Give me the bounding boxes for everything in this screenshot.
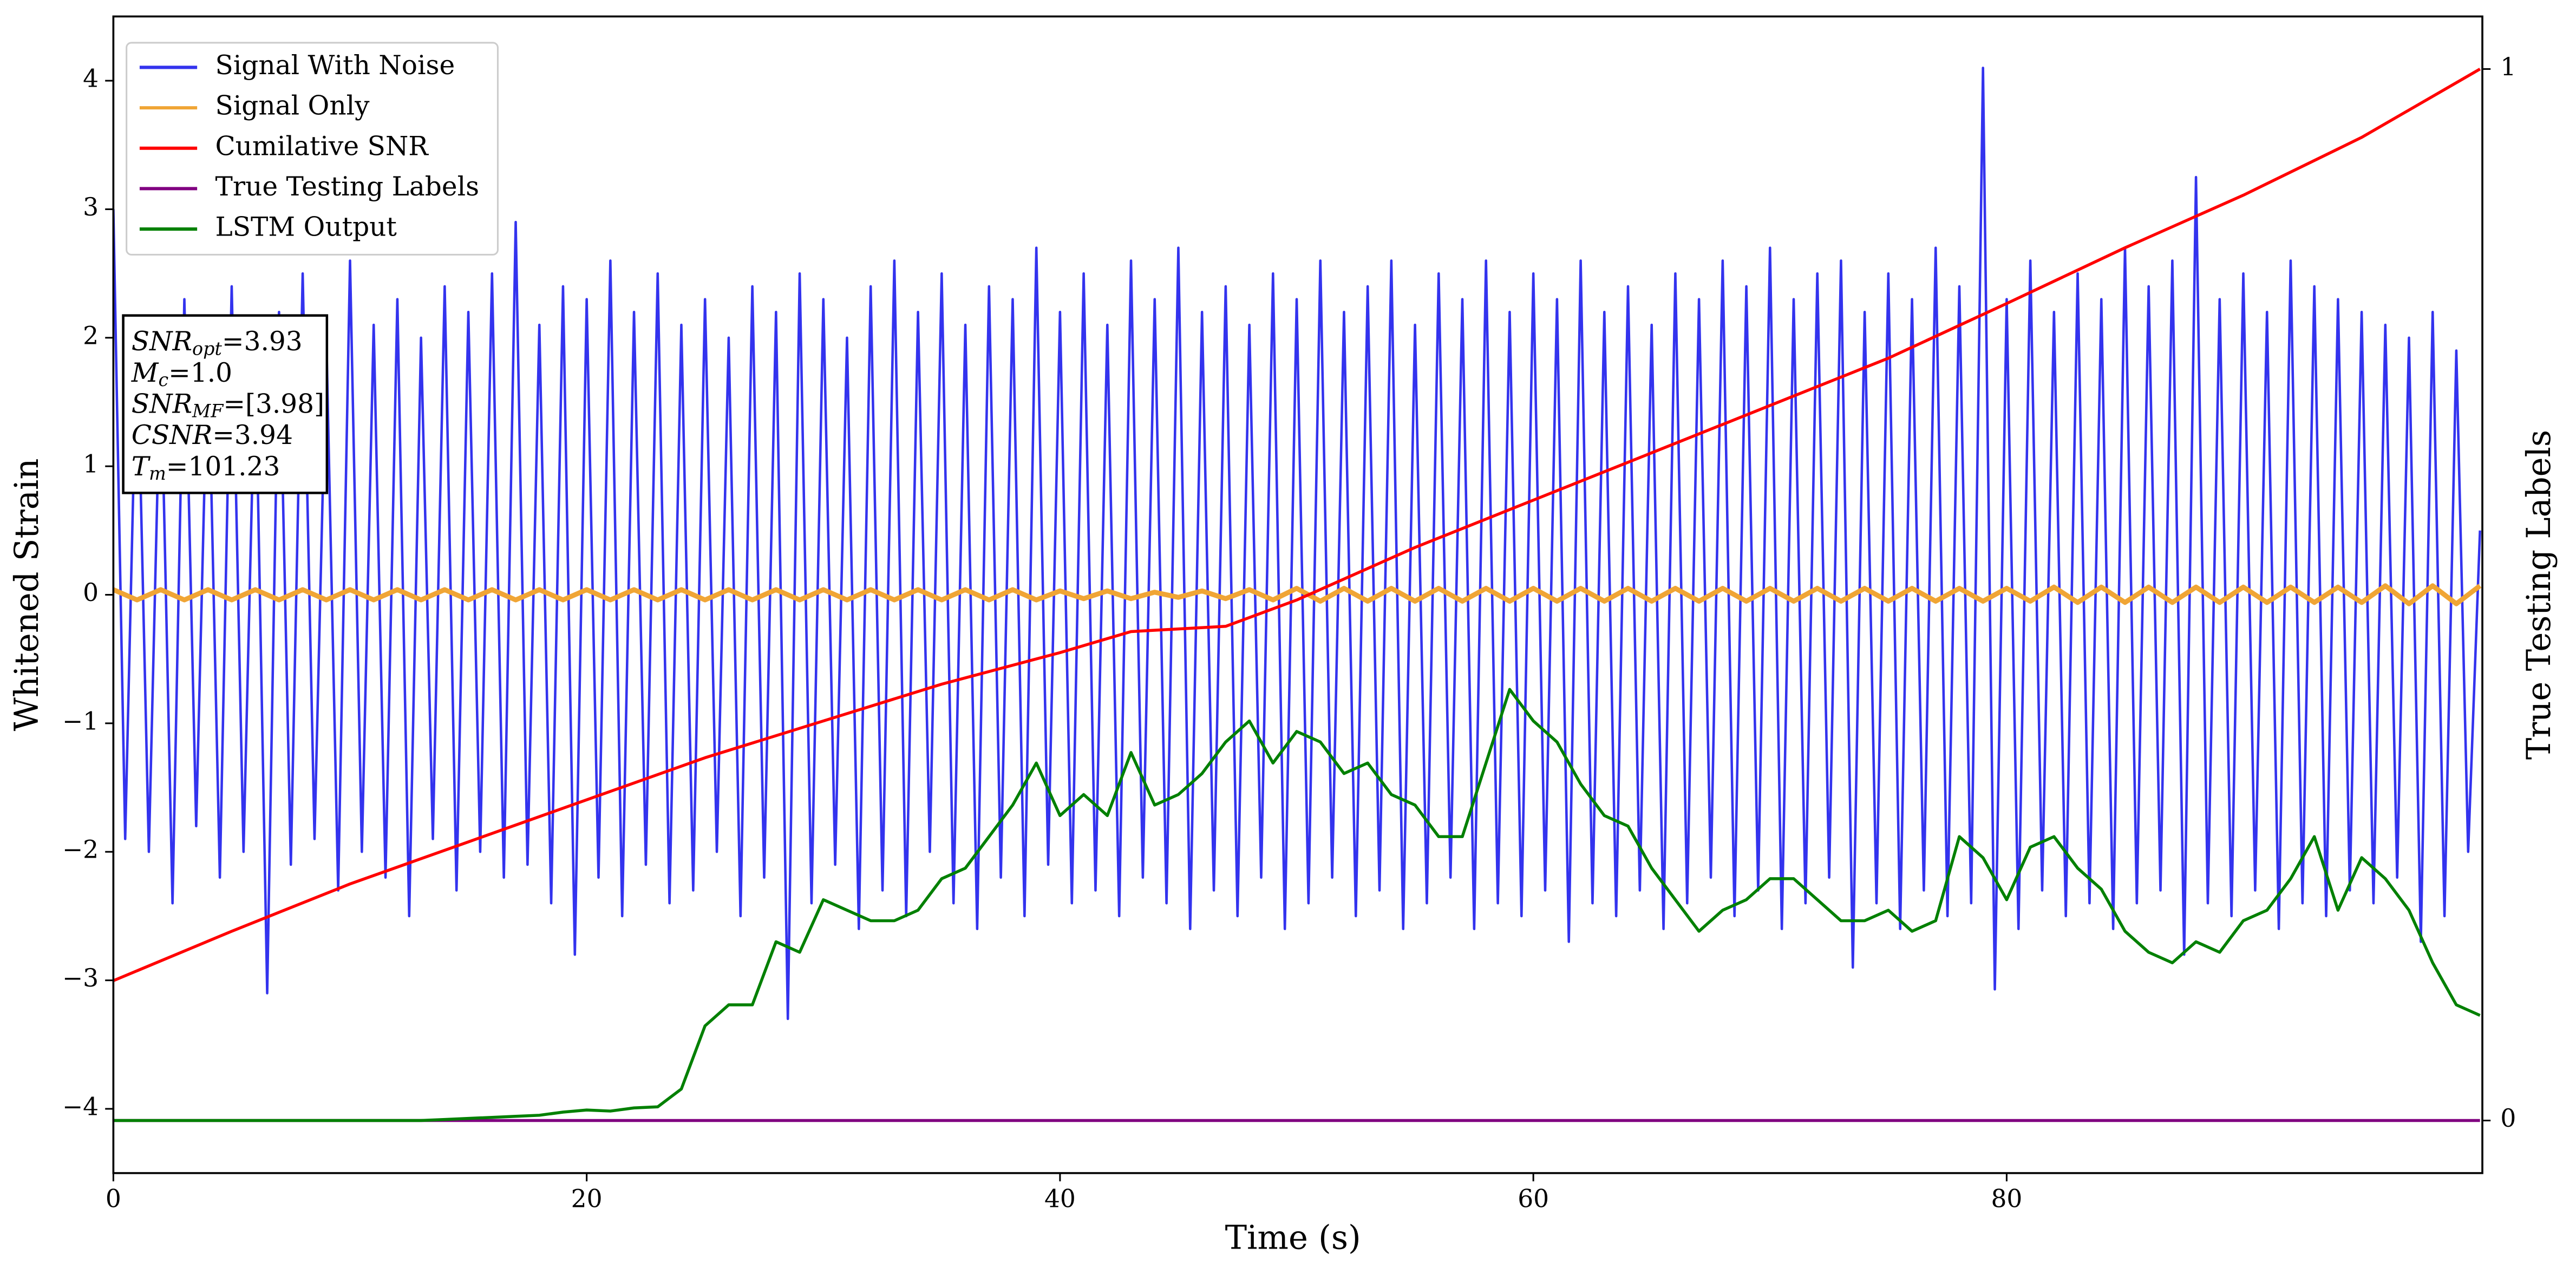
annotation-symbol: CSNR bbox=[132, 420, 212, 450]
x-tick-label: 40 bbox=[1044, 1185, 1076, 1213]
annotation-subscript: MF bbox=[192, 401, 224, 422]
legend-label: True Testing Labels bbox=[215, 172, 480, 202]
y-tick-label: 4 bbox=[83, 64, 99, 93]
y-tick-label: 1 bbox=[83, 450, 99, 479]
series-line bbox=[113, 688, 2481, 1122]
y-tick-label: −3 bbox=[62, 964, 99, 992]
annotation-line: SNRopt=3.93 bbox=[132, 326, 303, 360]
legend-label: Signal With Noise bbox=[215, 50, 455, 81]
legend: Signal With Noise Signal Only Cumilative S… bbox=[126, 42, 499, 256]
x-axis-label: Time (s) bbox=[1225, 1219, 1361, 1257]
legend-box bbox=[126, 42, 499, 256]
x-tick-label: 20 bbox=[571, 1185, 603, 1213]
x-tick-label: 60 bbox=[1518, 1185, 1549, 1213]
annotation: SNRopt=3.93Mc=1.0SNRMF=[3.98]CSNR=3.94Tm… bbox=[122, 314, 329, 494]
annotation-line: CSNR=3.94 bbox=[132, 420, 293, 450]
y-tick-label: −4 bbox=[62, 1092, 99, 1121]
plot-area bbox=[113, 67, 2482, 1122]
annotation-line: Tm=101.23 bbox=[132, 451, 280, 484]
y-axis-label: Whitened Strain bbox=[8, 459, 46, 731]
legend-label: LSTM Output bbox=[215, 212, 397, 243]
y2-tick-label: 0 bbox=[2500, 1104, 2516, 1133]
annotation-line: Mc=1.0 bbox=[131, 357, 232, 390]
annotation-line: SNRMF=[3.98] bbox=[132, 389, 324, 422]
annotation-value: =1.0 bbox=[168, 357, 232, 388]
x-tick-label: 0 bbox=[106, 1185, 121, 1213]
legend-label: Cumilative SNR bbox=[215, 131, 429, 161]
y2-axis-label: True Testing Labels bbox=[2520, 430, 2558, 760]
series-line bbox=[113, 583, 2482, 606]
annotation-value: =[3.98] bbox=[223, 389, 324, 419]
x-tick-label: 80 bbox=[1991, 1185, 2022, 1213]
annotation-value: =3.94 bbox=[212, 420, 293, 450]
y-tick-label: 3 bbox=[83, 193, 99, 221]
series-line bbox=[113, 68, 2481, 982]
annotation-box bbox=[122, 314, 329, 494]
annotation-subscript: opt bbox=[192, 338, 222, 359]
y-tick-label: 0 bbox=[83, 578, 99, 607]
annotation-subscript: c bbox=[158, 369, 168, 390]
annotation-symbol: SNR bbox=[132, 326, 192, 357]
y-tick-label: 2 bbox=[83, 321, 99, 350]
annotation-subscript: m bbox=[149, 463, 166, 484]
annotation-symbol: SNR bbox=[132, 389, 192, 419]
y2-tick-label: 1 bbox=[2500, 53, 2516, 81]
annotation-symbol: T bbox=[132, 451, 151, 481]
annotation-value: =3.93 bbox=[222, 326, 303, 357]
annotation-value: =101.23 bbox=[166, 451, 280, 481]
y-tick-label: −2 bbox=[62, 835, 99, 864]
y-tick-label: −1 bbox=[62, 707, 99, 735]
annotation-symbol: M bbox=[131, 357, 159, 388]
legend-label: Signal Only bbox=[215, 91, 370, 121]
series-line bbox=[113, 67, 2481, 1021]
